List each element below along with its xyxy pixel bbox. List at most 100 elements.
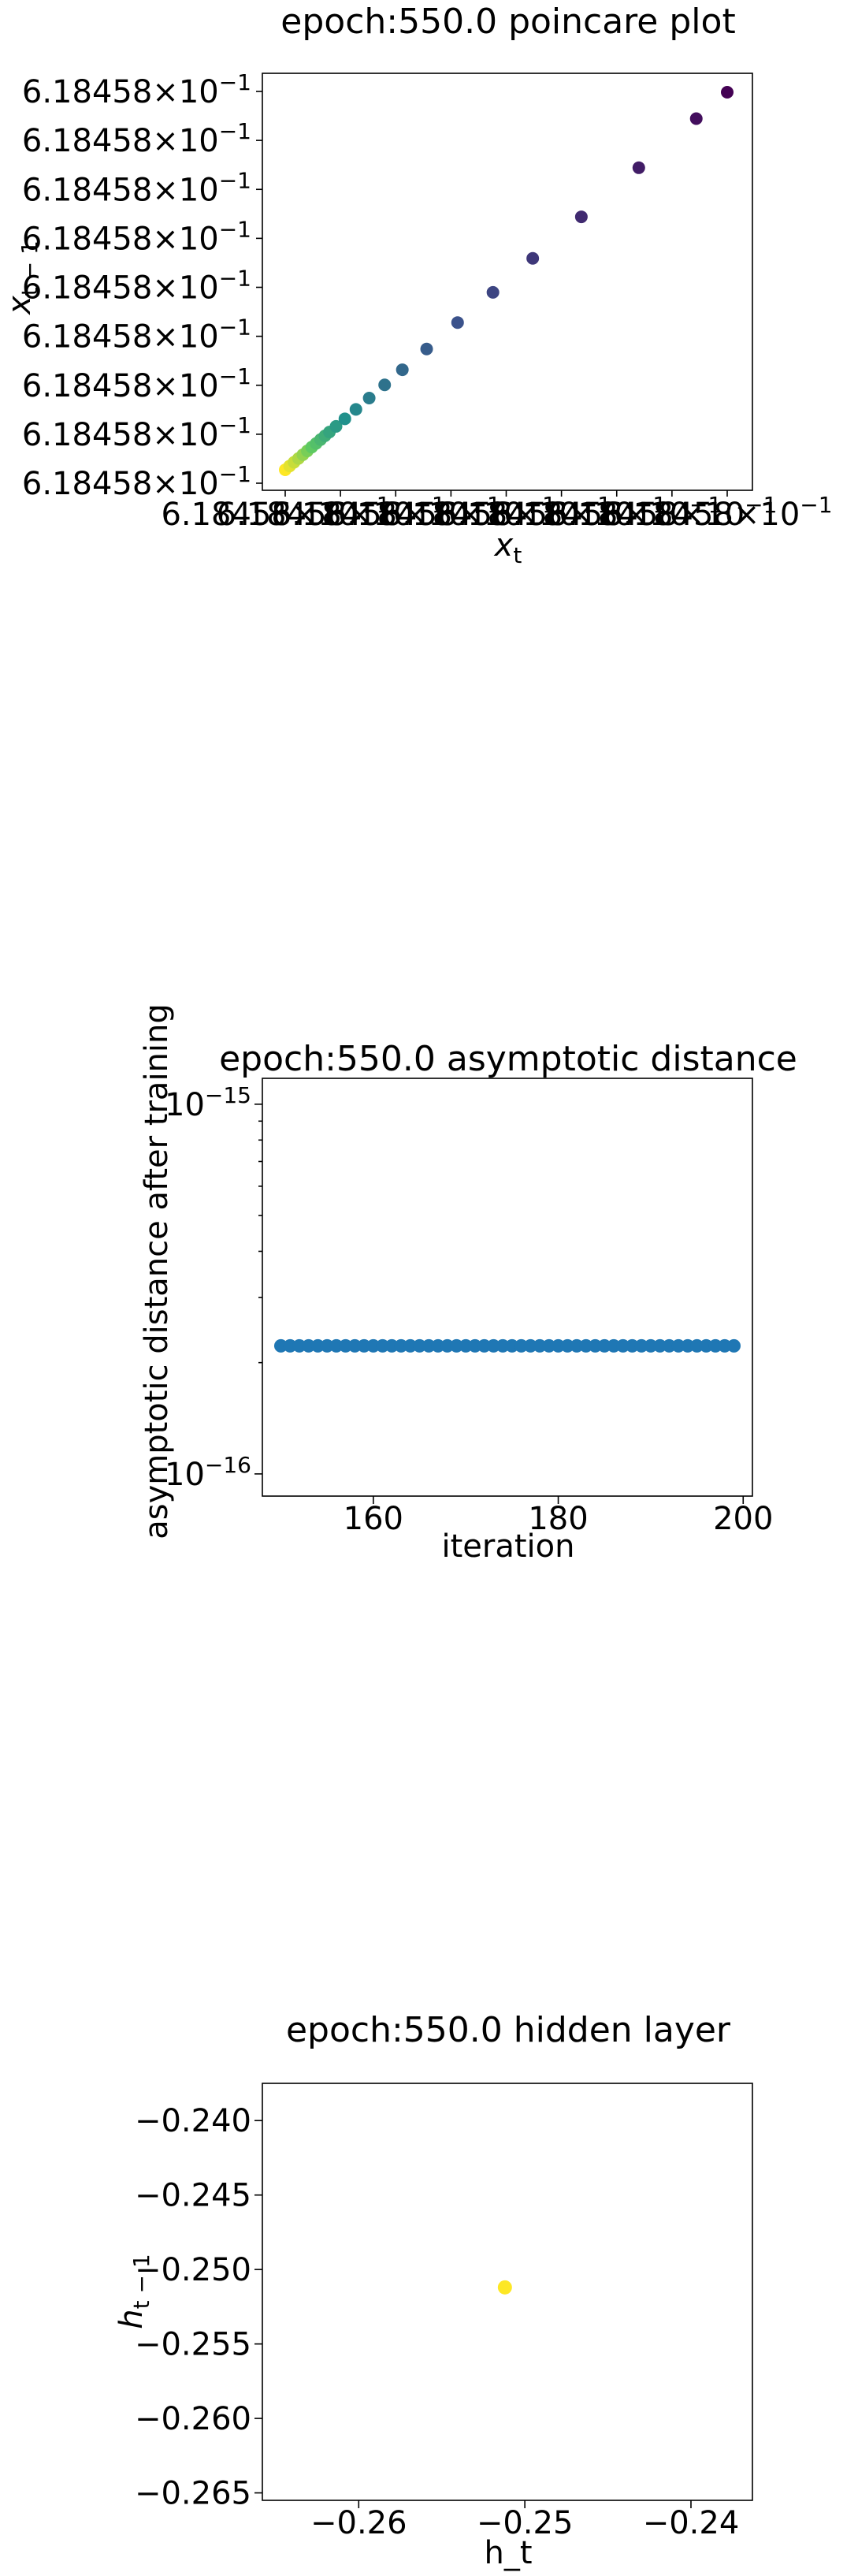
poincare-point	[349, 403, 362, 416]
asymptotic-y-tick-exponent: −16	[205, 1452, 251, 1478]
poincare-x-tick-label: 6.18458×10−1	[217, 492, 446, 533]
poincare-point	[362, 391, 376, 404]
poincare-x-tick-exponent: −1	[524, 492, 556, 518]
asymptotic-distance-point	[310, 1338, 325, 1353]
asymptotic-distance-point	[579, 1338, 593, 1353]
hidden-layer-y-tick-label: −0.260	[135, 2401, 251, 2437]
poincare-y-tick-label: 6.18458×10−1	[22, 266, 251, 307]
asymptotic-distance-point	[597, 1338, 611, 1353]
asymptotic-distance-point	[514, 1338, 529, 1353]
asymptotic-distance-point	[357, 1338, 371, 1353]
asymptotic-distance-point	[431, 1338, 445, 1353]
hidden-layer-y-tick-label: −0.265	[135, 2476, 251, 2512]
asymptotic-distance-point	[302, 1338, 316, 1353]
hidden-layer-point	[497, 2280, 512, 2295]
poincare-x-tick-exponent: −1	[358, 492, 390, 518]
poincare-y-tick-exponent: −1	[219, 315, 251, 341]
asymptotic-distance-axes-frame	[262, 1078, 753, 1497]
hidden-layer-y-tick-label: −0.240	[135, 2103, 251, 2139]
hidden-layer-x-axis-label: h_t	[484, 2535, 532, 2571]
poincare-y-tick-label: 6.18458×10−1	[22, 412, 251, 453]
asymptotic-distance-point	[662, 1338, 676, 1353]
hidden-layer-x-tick-label: −0.25	[477, 2505, 574, 2541]
asymptotic-distance-point	[440, 1338, 455, 1353]
poincare-y-tick-label: 6.18458×10−1	[22, 363, 251, 404]
asymptotic-distance-point	[727, 1338, 741, 1353]
hidden-layer-x-tick-label: −0.24	[643, 2505, 740, 2541]
asymptotic-distance-point	[588, 1338, 602, 1353]
hidden-layer-y-tick-label: −0.255	[135, 2327, 251, 2363]
asymptotic-distance-point	[671, 1338, 685, 1353]
asymptotic-distance-point	[459, 1338, 473, 1353]
poincare-y-tick-label: 6.18458×10−1	[22, 118, 251, 159]
asymptotic-distance-point	[681, 1338, 695, 1353]
asymptotic-distance-point	[560, 1338, 574, 1353]
hidden-layer-y-axis-label: ht − 1	[113, 2254, 154, 2328]
asymptotic-distance-point	[542, 1338, 556, 1353]
asymptotic-distance-point	[320, 1338, 334, 1353]
asymptotic-distance-point	[552, 1338, 566, 1353]
poincare-plot-x-axis-label-subscript: t	[513, 542, 522, 568]
poincare-point	[632, 161, 645, 174]
poincare-x-tick-exponent: −1	[745, 492, 777, 518]
poincare-y-tick-exponent: −1	[219, 118, 251, 144]
hidden-layer-axes-frame	[262, 2083, 753, 2501]
asymptotic-distance-point	[570, 1338, 584, 1353]
asymptotic-distance-point	[653, 1338, 667, 1353]
asymptotic-distance-point	[394, 1338, 408, 1353]
asymptotic-distance-point	[607, 1338, 621, 1353]
poincare-point	[451, 316, 464, 329]
asymptotic-distance-plot: epoch:550.0 asymptotic distance 10−1510−…	[139, 1003, 797, 1565]
asymptotic-y-tick-exponent: −15	[205, 1082, 251, 1108]
poincare-y-tick-label: 6.18458×10−1	[22, 167, 251, 208]
asymptotic-x-tick-label: 160	[344, 1501, 403, 1537]
asymptotic-distance-point	[468, 1338, 482, 1353]
poincare-x-tick-exponent: −1	[689, 492, 722, 518]
poincare-y-tick-label: 6.18458×10−1	[22, 461, 251, 502]
poincare-x-tick-label: 6.18458×10−1	[603, 492, 832, 533]
asymptotic-distance-point	[366, 1338, 381, 1353]
poincare-plot-title: epoch:550.0 poincare plot	[280, 2, 735, 42]
poincare-plot-y-axis-label-subscript: t − 1	[17, 240, 43, 296]
poincare-plot-y-axis-label: xt − 1	[2, 240, 43, 316]
hidden-layer-y-ticks: −0.240 −0.245 −0.250 −0.255 −0.260 −0.265	[135, 2103, 262, 2512]
poincare-plot-y-ticks: 6.18458×10−1 6.18458×10−1 6.18458×10−1 6.18…	[22, 69, 262, 502]
poincare-point	[396, 363, 409, 377]
asymptotic-distance-x-ticks: 160 180 200	[344, 1496, 773, 1537]
asymptotic-x-tick-label: 180	[528, 1501, 588, 1537]
poincare-y-tick-exponent: −1	[219, 69, 251, 95]
asymptotic-distance-point	[690, 1338, 704, 1353]
asymptotic-distance-point	[422, 1338, 436, 1353]
hidden-layer-y-tick-label: −0.245	[135, 2178, 251, 2214]
hidden-layer-x-ticks: −0.26 −0.25 −0.24	[310, 2500, 739, 2541]
asymptotic-distance-title: epoch:550.0 asymptotic distance	[219, 1039, 797, 1079]
asymptotic-distance-point	[625, 1338, 639, 1353]
poincare-point	[420, 342, 433, 356]
poincare-y-tick-exponent: −1	[219, 412, 251, 438]
hidden-layer-x-tick-label: −0.26	[310, 2505, 407, 2541]
poincare-y-tick-exponent: −1	[219, 266, 251, 292]
asymptotic-distance-point	[384, 1338, 399, 1353]
asymptotic-distance-y-axis-label: asymptotic distance after training	[139, 1003, 175, 1539]
poincare-x-tick-label: 6.18458×10−1	[548, 492, 777, 533]
asymptotic-x-tick-label: 200	[713, 1501, 773, 1537]
asymptotic-distance-point	[523, 1338, 537, 1353]
poincare-y-tick-label: 6.18458×10−1	[22, 216, 251, 257]
asymptotic-distance-point	[347, 1338, 362, 1353]
poincare-point	[721, 86, 734, 99]
asymptotic-distance-point	[273, 1338, 288, 1353]
poincare-y-tick-exponent: −1	[219, 363, 251, 389]
asymptotic-distance-point	[616, 1338, 630, 1353]
poincare-plot-x-ticks: 6.18458×10−16.18458×10−16.18458×10−16.18…	[161, 490, 833, 533]
poincare-point	[338, 412, 351, 426]
poincare-x-tick-label: 6.18458×10−1	[492, 492, 722, 533]
poincare-plot-x-axis-label: xt	[493, 527, 522, 568]
poincare-point	[329, 419, 343, 433]
hidden-layer-y-axis-label-subscript: t − 1	[128, 2254, 154, 2309]
asymptotic-distance-point	[496, 1338, 510, 1353]
poincare-plot: epoch:550.0 poincare plot 6.18458×10−16.…	[2, 2, 833, 568]
poincare-y-tick-exponent: −1	[219, 216, 251, 242]
